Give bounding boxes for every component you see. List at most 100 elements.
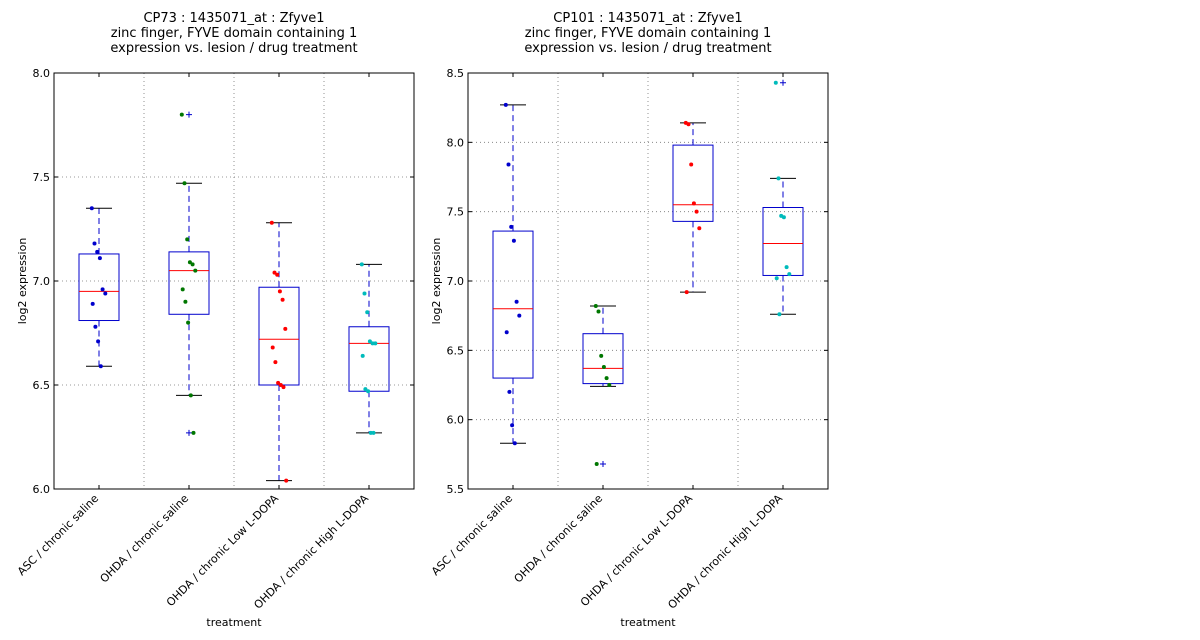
data-point (187, 260, 192, 265)
data-point (507, 389, 512, 394)
box-group-4 (348, 262, 390, 435)
data-point (509, 224, 514, 229)
data-point (193, 268, 198, 273)
data-point (180, 287, 185, 292)
y-axis-label: log2 expression (430, 238, 443, 325)
y-tick-label: 5.5 (447, 483, 465, 496)
data-point (594, 462, 599, 467)
data-point (777, 312, 782, 317)
data-point (97, 256, 102, 261)
data-point (359, 262, 364, 267)
data-point (689, 162, 694, 167)
data-point (773, 80, 778, 85)
x-tick-label: OHDA / chronic saline (98, 492, 192, 586)
data-point (512, 441, 517, 446)
outlier-marker (780, 79, 786, 86)
data-point (90, 301, 95, 306)
data-point (593, 303, 598, 308)
data-point (182, 181, 187, 186)
chart-title-line: zinc finger, FYVE domain containing 1 (111, 26, 357, 41)
axes-frame (467, 72, 829, 490)
box-iqr (78, 253, 120, 322)
y-axis-label: log2 expression (16, 238, 29, 325)
box-iqr (168, 251, 210, 315)
data-point (281, 385, 286, 390)
data-point (275, 272, 280, 277)
data-point (191, 430, 196, 435)
data-point (599, 353, 604, 358)
data-point (697, 226, 702, 231)
box-iqr (672, 144, 714, 222)
data-point (280, 297, 285, 302)
x-tick-label: ASC / chronic saline (429, 492, 515, 578)
data-point (276, 380, 281, 385)
box-group-3 (258, 220, 300, 483)
data-point (504, 330, 509, 335)
data-point (367, 339, 372, 344)
outlier-marker (600, 461, 606, 468)
data-point (188, 393, 193, 398)
x-axis-label: treatment (620, 616, 676, 629)
outlier-marker (186, 429, 192, 436)
chart-title-line: CP73 : 1435071_at : Zfyve1 (143, 11, 324, 26)
data-point (96, 339, 101, 344)
data-point (503, 102, 508, 107)
box-group-1 (78, 206, 120, 369)
data-point (362, 291, 367, 296)
data-point (186, 320, 191, 325)
x-tick-label: OHDA / chronic saline (512, 492, 606, 586)
data-point (92, 241, 97, 246)
data-point (686, 122, 691, 127)
data-point (371, 430, 376, 435)
box-group-2 (168, 111, 210, 436)
chart-panel-2: 5.5 6.0 6.5 7.0 7.5 8.0 8.5 ASC / chronic salin… (429, 11, 829, 629)
data-point (694, 209, 699, 214)
outlier-marker (186, 111, 192, 118)
data-point (183, 299, 188, 304)
y-tick-label: 8.5 (447, 67, 465, 80)
data-point (179, 112, 184, 117)
data-point (684, 290, 689, 295)
data-point (691, 201, 696, 206)
y-tick-label: 6.0 (33, 483, 51, 496)
y-tick-label: 8.0 (447, 136, 465, 149)
data-point (365, 310, 370, 315)
data-point (510, 423, 515, 428)
data-point (98, 364, 103, 369)
box-iqr (348, 326, 390, 392)
data-point (596, 309, 601, 314)
chart-title-line: expression vs. lesion / drug treatment (524, 41, 771, 56)
data-point (517, 313, 522, 318)
y-tick-label: 7.5 (33, 171, 51, 184)
data-point (278, 383, 283, 387)
data-point (784, 265, 789, 270)
data-point (190, 262, 195, 267)
chart-title-line: zinc finger, FYVE domain containing 1 (525, 26, 771, 41)
box-group-4 (762, 79, 804, 317)
y-tick-label: 6.0 (447, 414, 465, 427)
y-tick-label: 8.0 (33, 67, 51, 80)
box-iqr (258, 286, 300, 386)
box-iqr (582, 333, 624, 385)
chart-panel-1: 6.0 6.5 7.0 7.5 8.0 ASC / chronic salineOHDA … (15, 11, 415, 629)
data-point (277, 289, 282, 294)
x-tick-label: ASC / chronic saline (15, 492, 101, 578)
data-point (366, 389, 371, 394)
y-tick-label: 6.5 (33, 379, 51, 392)
y-tick-label: 6.5 (447, 344, 465, 357)
y-tick-label: 7.5 (447, 206, 465, 219)
data-point (511, 238, 516, 243)
data-point (103, 291, 108, 296)
data-point (89, 206, 94, 211)
data-point (776, 176, 781, 181)
box-iqr (492, 230, 534, 379)
data-point (273, 360, 278, 365)
chart-title-line: CP101 : 1435071_at : Zfyve1 (553, 11, 742, 26)
y-tick-label: 7.0 (447, 275, 465, 288)
box-group-2 (582, 303, 624, 468)
data-point (93, 324, 98, 329)
y-tick-label: 7.0 (33, 275, 51, 288)
data-point (373, 341, 378, 346)
data-point (269, 220, 274, 225)
